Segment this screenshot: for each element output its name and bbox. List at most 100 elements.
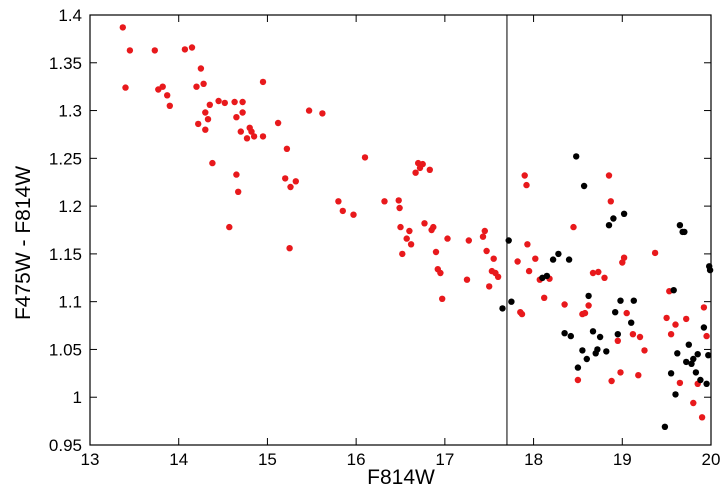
data-point [499, 305, 506, 312]
data-point [573, 153, 580, 160]
data-point [439, 295, 446, 302]
data-point [688, 360, 695, 367]
data-point [630, 297, 637, 304]
data-point [518, 310, 526, 318]
data-point [419, 160, 426, 168]
y-tick-label: 1.3 [58, 102, 82, 121]
data-point [335, 198, 342, 205]
data-point [287, 183, 294, 191]
data-point [233, 114, 240, 121]
data-point [188, 44, 196, 51]
data-point [614, 337, 621, 344]
plot-frame [89, 14, 712, 446]
data-point [481, 227, 488, 235]
data-point [406, 227, 413, 235]
x-tick-label: 16 [347, 450, 366, 469]
y-tick-label: 1.1 [58, 293, 82, 312]
data-point [549, 256, 557, 263]
data-point [193, 83, 200, 90]
data-point [574, 376, 582, 384]
data-point [430, 223, 437, 231]
data-point [612, 309, 619, 316]
data-point [619, 259, 626, 266]
data-point [585, 292, 592, 300]
data-point [605, 172, 613, 179]
data-point [561, 330, 568, 337]
y-tick-label: 1.05 [49, 340, 82, 359]
data-point [381, 198, 388, 205]
data-point [703, 380, 710, 387]
data-point [403, 235, 410, 242]
data-point [259, 133, 267, 140]
data-point [623, 309, 630, 317]
data-point [694, 351, 701, 358]
data-point [629, 331, 637, 338]
data-point [204, 116, 212, 123]
data-point [437, 269, 444, 277]
data-points [119, 24, 714, 430]
x-tick-label: 13 [81, 450, 100, 469]
data-point [596, 333, 604, 341]
data-point [651, 249, 659, 257]
x-axis-label: F814W [367, 466, 435, 488]
data-point [555, 250, 562, 258]
data-point [589, 269, 597, 277]
y-tick-label: 1.2 [58, 197, 82, 216]
data-point [565, 256, 573, 263]
data-point [197, 65, 205, 72]
data-point [585, 302, 592, 309]
data-point [676, 379, 684, 387]
data-point [421, 220, 428, 227]
data-point [579, 347, 586, 354]
data-point [463, 276, 471, 283]
data-point [486, 283, 493, 290]
data-point [235, 188, 242, 195]
data-point [221, 99, 228, 107]
data-point [237, 128, 244, 135]
data-point [465, 237, 472, 244]
data-point [119, 24, 127, 31]
data-point [166, 102, 173, 110]
data-point [641, 347, 648, 354]
data-point [483, 247, 490, 255]
data-point [159, 83, 166, 90]
data-point [525, 267, 533, 275]
data-point [705, 352, 712, 359]
data-point [690, 355, 697, 363]
data-point [690, 399, 697, 407]
data-point [250, 133, 258, 140]
x-tick-label: 18 [524, 450, 543, 469]
data-point [667, 331, 675, 338]
y-tick-label: 1.25 [49, 149, 82, 168]
data-point [603, 348, 610, 355]
data-point [628, 319, 635, 326]
data-point [215, 97, 222, 105]
data-point [286, 245, 293, 252]
y-tick-label: 0.95 [49, 436, 82, 455]
data-point [508, 298, 515, 305]
data-point [667, 370, 675, 377]
data-point [608, 377, 615, 385]
data-point [292, 178, 299, 185]
x-tick-label: 20 [702, 450, 721, 469]
data-point [319, 110, 326, 117]
data-point [195, 120, 202, 128]
data-point [595, 268, 602, 276]
data-point [259, 78, 267, 86]
data-point [151, 47, 158, 54]
data-point [635, 372, 642, 379]
data-point [209, 159, 216, 167]
data-point [395, 197, 402, 204]
data-point [697, 376, 704, 384]
data-point [605, 222, 613, 229]
data-point [672, 321, 679, 328]
data-point [514, 258, 521, 265]
data-point [426, 166, 433, 173]
x-tick-label: 19 [613, 450, 632, 469]
data-point [620, 210, 628, 217]
data-point [574, 364, 582, 371]
data-point [164, 92, 171, 99]
x-tick-label: 14 [169, 450, 188, 469]
data-point [583, 355, 590, 363]
data-point [396, 204, 403, 212]
